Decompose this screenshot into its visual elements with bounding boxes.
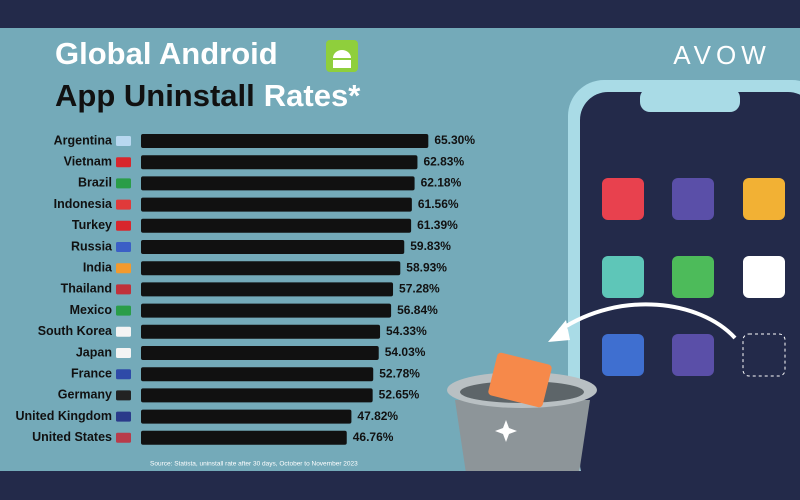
app-icon bbox=[743, 256, 785, 298]
flag bbox=[116, 432, 131, 443]
flag bbox=[116, 348, 131, 358]
flag bbox=[116, 157, 131, 168]
value-label: 57.28% bbox=[399, 282, 440, 296]
category-label: Mexico bbox=[70, 303, 113, 317]
bar bbox=[141, 261, 401, 276]
source: Source: Statista, uninstall rate after 3… bbox=[150, 461, 358, 468]
value-label: 47.82% bbox=[357, 409, 398, 423]
title-line: App Uninstall bbox=[55, 78, 255, 113]
category-label: France bbox=[71, 366, 112, 380]
flag bbox=[116, 326, 131, 337]
android-logo bbox=[333, 50, 351, 68]
value-label: 52.78% bbox=[379, 366, 420, 380]
title-line: Global Android bbox=[55, 36, 278, 71]
category-label: South Korea bbox=[38, 324, 113, 338]
bar bbox=[141, 282, 394, 297]
flag bbox=[116, 284, 131, 295]
app-icon bbox=[672, 256, 714, 298]
bar bbox=[141, 367, 374, 382]
bar bbox=[141, 409, 352, 424]
category-label: Germany bbox=[58, 388, 112, 402]
title-accent: Rates* bbox=[264, 78, 361, 113]
category-label: Brazil bbox=[78, 176, 112, 190]
bar bbox=[141, 197, 412, 212]
value-label: 62.18% bbox=[421, 176, 462, 190]
value-label: 52.65% bbox=[379, 388, 420, 402]
bar bbox=[141, 155, 418, 170]
value-label: 61.39% bbox=[417, 218, 458, 232]
value-label: 58.93% bbox=[406, 260, 447, 274]
app-icon bbox=[602, 178, 644, 220]
category-label: India bbox=[83, 260, 113, 274]
category-label: Japan bbox=[76, 345, 112, 359]
flag bbox=[116, 199, 131, 210]
logo: AVOW bbox=[673, 40, 771, 70]
value-label: 54.03% bbox=[385, 345, 426, 359]
app-icon bbox=[602, 256, 644, 298]
arrow-head bbox=[548, 320, 570, 342]
flag bbox=[116, 220, 131, 231]
app-icon bbox=[672, 334, 714, 376]
bar bbox=[141, 430, 347, 445]
flag bbox=[116, 178, 131, 189]
flag bbox=[116, 136, 131, 146]
flag bbox=[116, 411, 131, 422]
arrow bbox=[558, 302, 737, 340]
app-icon-falling bbox=[488, 352, 552, 408]
phone-notch bbox=[640, 88, 740, 112]
category-label: Indonesia bbox=[54, 197, 113, 211]
bar bbox=[141, 388, 373, 403]
category-label: Thailand bbox=[61, 282, 112, 296]
bar bbox=[141, 218, 412, 233]
bar bbox=[141, 176, 415, 191]
category-label: Argentina bbox=[54, 133, 113, 147]
bar bbox=[141, 134, 429, 148]
value-label: 54.33% bbox=[386, 324, 427, 338]
value-label: 56.84% bbox=[397, 303, 438, 317]
value-label: 59.83% bbox=[410, 239, 451, 253]
flag bbox=[116, 263, 131, 274]
flag bbox=[116, 242, 131, 252]
category-label: Vietnam bbox=[64, 154, 112, 168]
category-label: United Kingdom bbox=[15, 409, 112, 423]
bar bbox=[141, 346, 379, 360]
bar bbox=[141, 240, 405, 254]
frame-bottom bbox=[0, 471, 800, 500]
category-label: Russia bbox=[71, 239, 113, 253]
flag bbox=[116, 390, 131, 401]
category-label: United States bbox=[32, 430, 112, 444]
flag bbox=[116, 369, 131, 380]
value-label: 62.83% bbox=[423, 154, 464, 168]
app-icon bbox=[743, 178, 785, 220]
value-label: 61.56% bbox=[418, 197, 459, 211]
sparkle bbox=[495, 420, 517, 442]
value-label: 46.76% bbox=[353, 430, 394, 444]
app-slot bbox=[742, 333, 786, 377]
bar bbox=[141, 324, 381, 339]
bar bbox=[141, 303, 392, 318]
app-icon bbox=[672, 178, 714, 220]
category-label: Turkey bbox=[72, 218, 112, 232]
value-label: 65.30% bbox=[434, 133, 475, 147]
app-icon bbox=[602, 334, 644, 376]
flag bbox=[116, 305, 131, 316]
